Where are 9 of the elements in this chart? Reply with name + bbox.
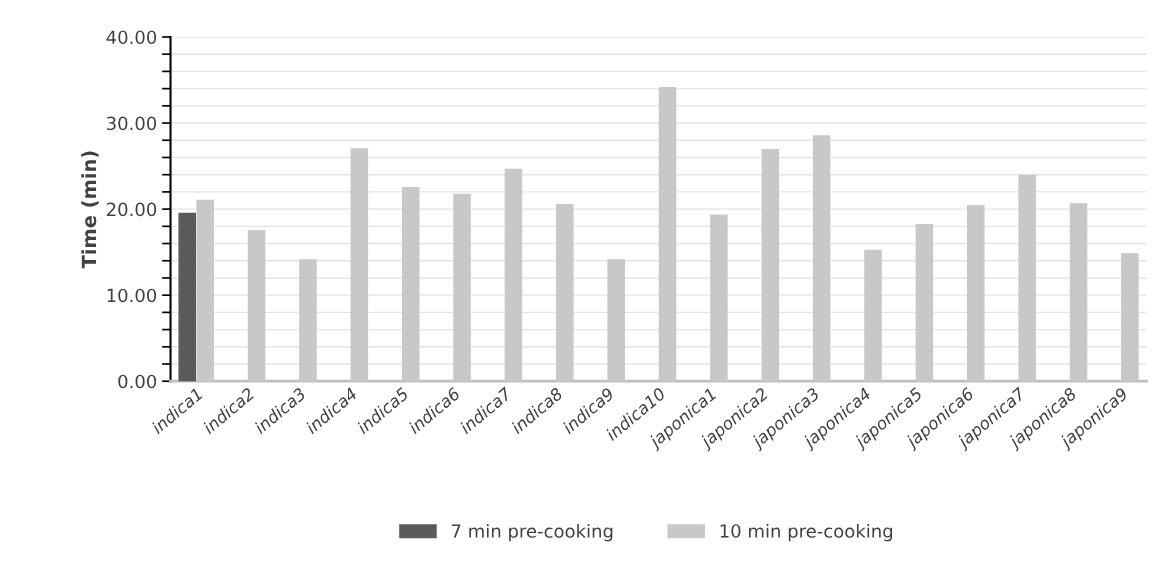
y-tick-label: 0.00 [118,374,157,389]
legend-label: 7 min pre-cooking [451,523,613,542]
y-tick-label: 10.00 [107,288,157,303]
y-axis-title: Time (min) [81,151,99,269]
bar [178,212,197,382]
y-tick-label: 30.00 [107,116,157,131]
legend-label: 10 min pre-cooking [720,523,893,542]
y-tick-label: 20.00 [106,202,157,217]
y-tick-label: 40.00 [106,30,157,45]
